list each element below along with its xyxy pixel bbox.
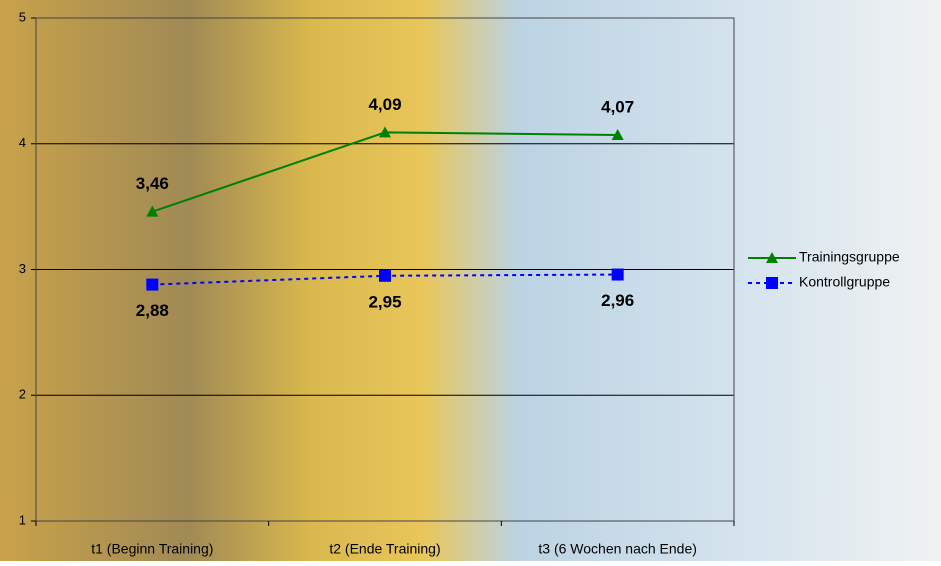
data-label: 4,09 (368, 95, 401, 114)
plot-frame (35, 17, 735, 522)
data-point (146, 278, 159, 291)
data-label: 2,95 (368, 292, 401, 311)
data-label: 4,07 (601, 97, 634, 116)
data-point (611, 268, 624, 281)
x-tick-label: t1 (Beginn Training) (91, 541, 213, 557)
y-tick-label: 1 (19, 512, 26, 527)
legend-label: Kontrollgruppe (799, 274, 890, 290)
legend-marker (766, 277, 778, 289)
legend-label: Trainingsgruppe (799, 249, 900, 265)
data-label: 2,96 (601, 291, 634, 310)
data-point (379, 269, 391, 282)
data-label: 2,88 (136, 301, 169, 320)
y-tick-label: 2 (19, 387, 26, 402)
legend-marker (766, 252, 778, 263)
y-tick-label: 3 (19, 261, 26, 276)
data-point (379, 126, 391, 138)
y-tick-label: 5 (19, 9, 26, 24)
y-tick-label: 4 (19, 135, 26, 150)
data-point (146, 205, 159, 217)
data-label: 3,46 (136, 174, 169, 193)
data-point (611, 128, 624, 140)
x-tick-label: t2 (Ende Training) (329, 541, 440, 557)
x-tick-label: t3 (6 Wochen nach Ende) (538, 541, 697, 557)
